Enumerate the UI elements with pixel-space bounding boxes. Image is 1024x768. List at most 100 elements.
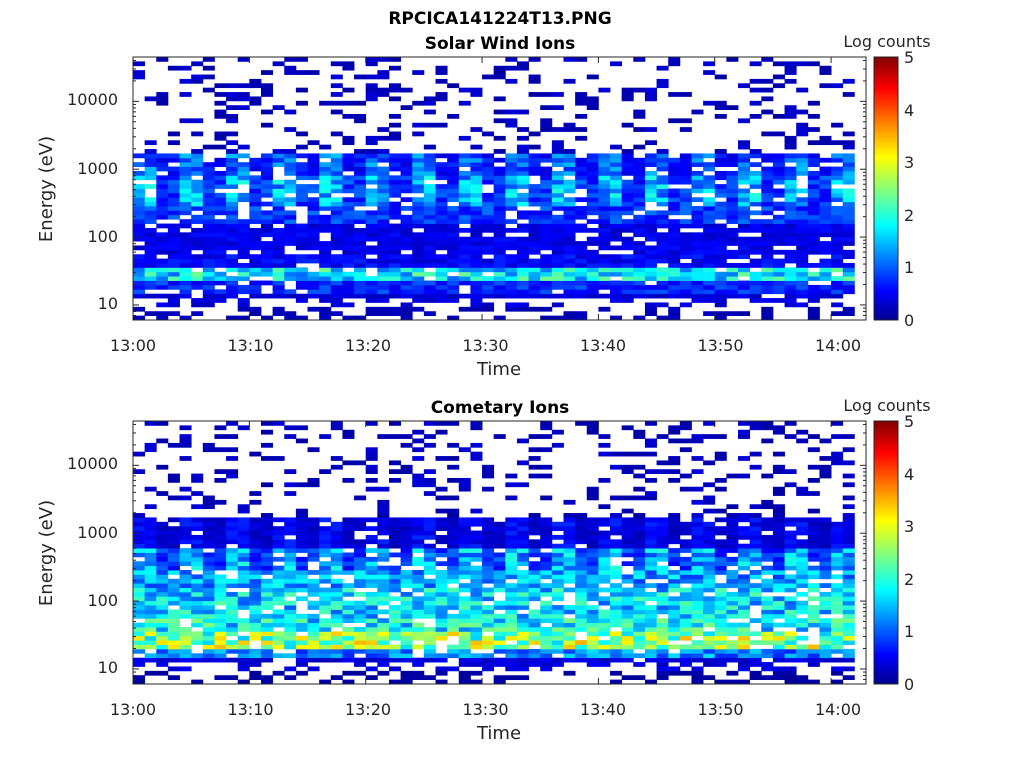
spectrogram-cell [656, 232, 669, 238]
spectrogram-cell [516, 254, 529, 260]
spectrogram-cell [249, 293, 262, 299]
spectrogram-cell [249, 622, 262, 628]
colorbar-label: Log counts [843, 32, 930, 51]
spectrogram-cell [784, 166, 797, 172]
spectrogram-cell [831, 293, 844, 299]
spectrogram-cell [691, 670, 704, 676]
spectrogram-cell [470, 618, 483, 624]
spectrogram-cell [330, 184, 343, 189]
spectrogram-cell [272, 530, 285, 536]
spectrogram-cell [563, 499, 576, 505]
spectrogram-cell [237, 170, 250, 176]
spectrogram-cell [330, 657, 343, 663]
spectrogram-cell [447, 627, 460, 632]
spectrogram-cell [470, 578, 483, 584]
spectrogram-cell [761, 570, 774, 575]
spectrogram-cell [202, 499, 215, 505]
spectrogram-cell [598, 539, 611, 545]
spectrogram-cell [691, 249, 704, 255]
spectrogram-cell [842, 640, 855, 645]
spectrogram-cell [586, 526, 599, 531]
spectrogram-cell [633, 486, 646, 492]
spectrogram-cell [633, 179, 646, 185]
spectrogram-cell [749, 78, 762, 84]
spectrogram-cell [621, 162, 634, 167]
spectrogram-cell [703, 613, 716, 619]
spectrogram-cell [505, 657, 518, 663]
spectrogram-cell [179, 613, 192, 619]
spectrogram-cell [319, 263, 332, 268]
spectrogram-cell [540, 635, 553, 641]
spectrogram-cell [307, 534, 320, 540]
spectrogram-cell [831, 267, 844, 273]
y-tick-label: 10 [98, 294, 118, 313]
spectrogram-cell [272, 609, 285, 615]
spectrogram-cell [633, 622, 646, 628]
spectrogram-cell [435, 666, 448, 672]
spectrogram-cell [772, 61, 785, 67]
spectrogram-cell [516, 640, 529, 645]
spectrogram-cell [202, 201, 215, 207]
spectrogram-cell [726, 249, 739, 255]
spectrogram-cell [470, 570, 483, 575]
spectrogram-cell [586, 486, 599, 492]
spectrogram-cell [563, 223, 576, 229]
spectrogram-cell [144, 613, 157, 619]
spectrogram-cell [377, 166, 390, 172]
spectrogram-cell [819, 526, 832, 531]
spectrogram-cell [563, 245, 576, 251]
spectrogram-cell [272, 210, 285, 216]
spectrogram-cell [214, 232, 227, 238]
spectrogram-cell [470, 293, 483, 299]
spectrogram-cell [761, 131, 774, 137]
spectrogram-cell [144, 574, 157, 580]
spectrogram-cell [284, 526, 297, 531]
spectrogram-cell [842, 631, 855, 637]
spectrogram-cell [610, 600, 623, 606]
spectrogram-cell [598, 179, 611, 185]
spectrogram-cell [214, 241, 227, 246]
spectrogram-cell [505, 675, 518, 681]
spectrogram-cell [423, 206, 436, 211]
spectrogram-cell [586, 627, 599, 632]
spectrogram-cell [482, 219, 495, 224]
spectrogram-cell [482, 280, 495, 286]
spectrogram-cell [412, 635, 425, 641]
spectrogram-cell [738, 197, 751, 203]
spectrogram-cell [656, 280, 669, 286]
spectrogram-cell [807, 113, 820, 119]
spectrogram-cell [761, 605, 774, 610]
spectrogram-cell [435, 258, 448, 264]
spectrogram-cell [412, 258, 425, 264]
spectrogram-cell [749, 662, 762, 667]
spectrogram-cell [388, 460, 401, 466]
spectrogram-cell [133, 232, 146, 238]
spectrogram-cell [179, 605, 192, 610]
spectrogram-cell [226, 565, 239, 571]
spectrogram-cell [493, 289, 506, 295]
spectrogram-cell [307, 552, 320, 558]
spectrogram-cell [342, 517, 355, 523]
spectrogram-cell [354, 670, 367, 676]
spectrogram-cell [807, 127, 820, 132]
spectrogram-cell [796, 210, 809, 216]
spectrogram-cell [691, 675, 704, 681]
spectrogram-cell [156, 574, 169, 580]
spectrogram-cell [668, 284, 681, 290]
spectrogram-cell [133, 644, 146, 650]
spectrogram-cell [179, 280, 192, 286]
spectrogram-cell [679, 486, 692, 492]
spectrogram-cell [807, 491, 820, 496]
spectrogram-cell [330, 631, 343, 637]
spectrogram-cell [156, 618, 169, 624]
spectrogram-cell [260, 591, 274, 597]
spectrogram-cell [656, 552, 669, 558]
spectrogram-cell [423, 482, 436, 488]
spectrogram-cell [703, 263, 716, 268]
spectrogram-cell [493, 284, 506, 290]
spectrogram-cell [807, 153, 820, 159]
spectrogram-cell [295, 184, 308, 189]
spectrogram-cell [610, 631, 623, 637]
spectrogram-cell [540, 591, 553, 597]
spectrogram-cell [610, 495, 623, 501]
